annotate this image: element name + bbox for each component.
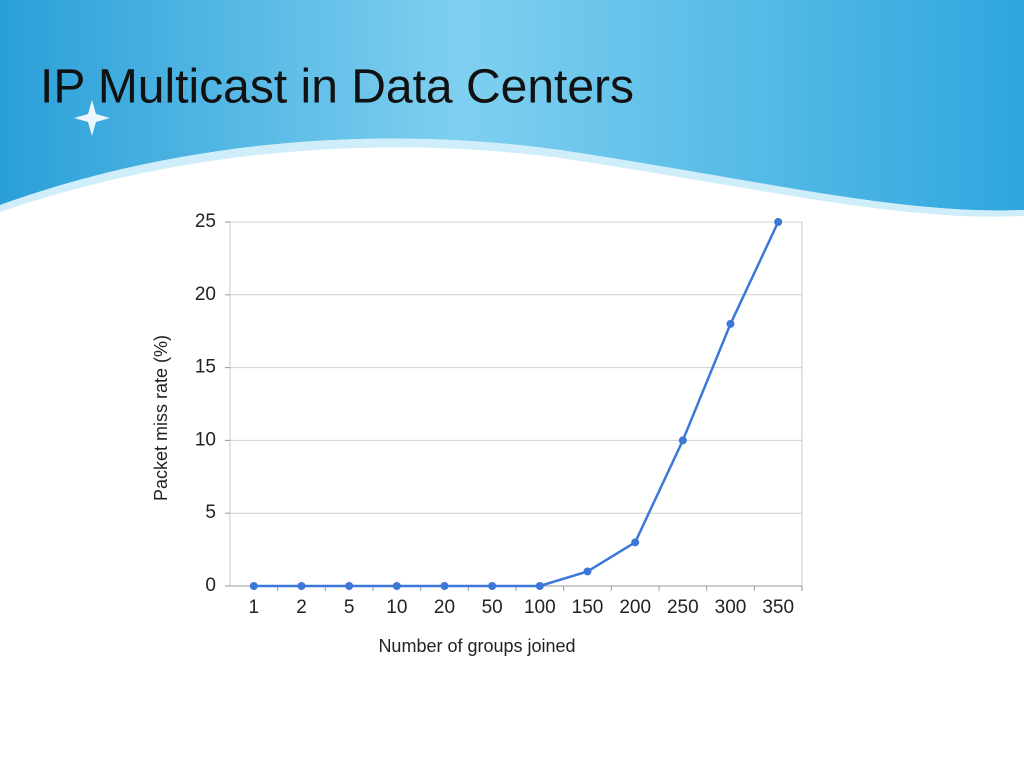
y-tick-label: 5 xyxy=(205,502,216,523)
x-tick-label: 300 xyxy=(715,597,747,618)
data-point xyxy=(726,319,735,328)
data-point xyxy=(583,567,592,576)
data-line xyxy=(253,221,780,588)
y-tick-label: 15 xyxy=(195,357,216,378)
data-point xyxy=(440,582,449,590)
x-tick-label: 350 xyxy=(762,597,794,618)
y-axis-label: Packet miss rate (%) xyxy=(151,335,171,501)
data-point xyxy=(631,538,640,547)
x-tick-label: 1 xyxy=(249,597,260,618)
x-tick-label: 10 xyxy=(386,597,407,618)
data-point xyxy=(249,582,258,590)
data-point xyxy=(535,582,544,590)
x-tick-label: 200 xyxy=(619,597,651,618)
header-band xyxy=(0,0,1024,211)
x-tick-label: 20 xyxy=(434,597,455,618)
x-tick-label: 250 xyxy=(667,597,699,618)
header-wave xyxy=(0,138,1024,217)
plot-area xyxy=(229,221,803,587)
data-point xyxy=(297,582,306,590)
x-tick-label: 2 xyxy=(296,597,307,618)
y-tick-label: 20 xyxy=(195,284,216,305)
x-tick-label: 100 xyxy=(524,597,556,618)
data-point xyxy=(488,582,497,590)
data-point xyxy=(774,218,783,226)
x-tick-label: 5 xyxy=(344,597,355,618)
x-axis-label: Number of groups joined xyxy=(378,636,575,656)
slide-title: IP Multicast in Data Centers xyxy=(40,61,634,114)
y-tick-label: 10 xyxy=(195,429,216,450)
data-point xyxy=(392,582,401,590)
x-tick-label: 50 xyxy=(482,597,503,618)
y-tick-label: 0 xyxy=(205,575,216,596)
x-tick-label: 150 xyxy=(572,597,604,618)
data-point xyxy=(678,436,687,445)
y-tick-label: 25 xyxy=(195,211,216,232)
sparkle xyxy=(74,100,110,136)
data-point xyxy=(345,582,354,590)
